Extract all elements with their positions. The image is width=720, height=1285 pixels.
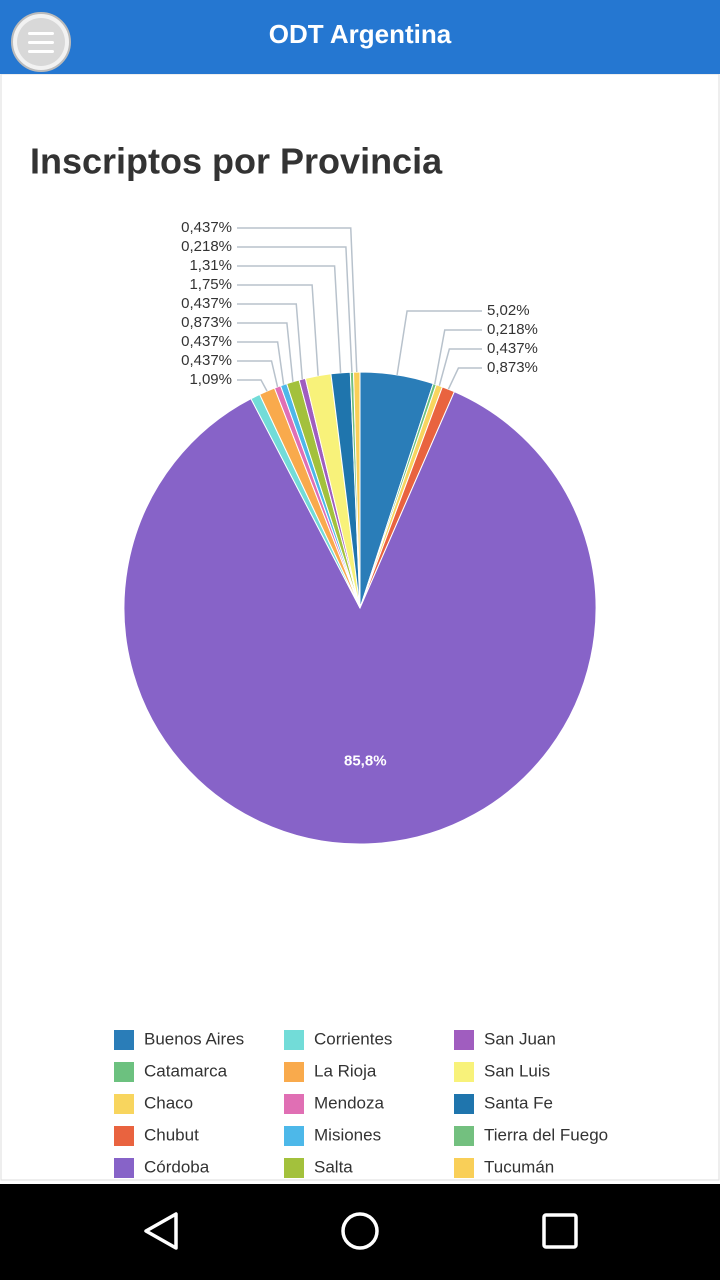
recents-button[interactable] <box>542 1213 578 1249</box>
home-button[interactable] <box>341 1212 379 1250</box>
legend-item[interactable]: San Luis <box>454 1061 550 1082</box>
legend-label: Chubut <box>144 1125 199 1144</box>
label-connector <box>237 341 285 385</box>
legend-swatch <box>454 1030 474 1050</box>
legend-item[interactable]: Córdoba <box>114 1157 210 1178</box>
legend-swatch <box>284 1062 304 1082</box>
legend-label: Chaco <box>144 1093 193 1112</box>
label-connector <box>237 303 304 380</box>
legend-item[interactable]: Santa Fe <box>454 1093 553 1114</box>
pie-chart: 85,8% 5,02% 0,218% 0,437% 0,873% 0,437% 0,218%… <box>123 219 597 845</box>
legend: Buenos Aires Catamarca Chaco Chubut Córdoba C… <box>114 1029 608 1178</box>
label-connector <box>237 227 358 373</box>
label-connector <box>396 310 482 376</box>
legend-swatch <box>284 1126 304 1146</box>
menu-button[interactable] <box>11 12 71 72</box>
data-label: 0,437% <box>181 219 232 236</box>
label-connector <box>237 360 279 388</box>
app-bar <box>0 0 720 74</box>
data-label: 0,218% <box>181 238 232 255</box>
legend-label: Buenos Aires <box>144 1029 244 1048</box>
data-label: 0,437% <box>487 340 538 357</box>
legend-label: Corrientes <box>314 1029 392 1048</box>
legend-label: Misiones <box>314 1125 381 1144</box>
nav-bar <box>0 1184 720 1280</box>
label-connector <box>237 284 319 376</box>
legend-label: Tierra del Fuego <box>484 1125 608 1144</box>
legend-item[interactable]: San Juan <box>454 1029 556 1050</box>
legend-swatch <box>114 1094 134 1114</box>
label-connector <box>434 329 482 385</box>
legend-swatch <box>454 1094 474 1114</box>
legend-label: Catamarca <box>144 1061 228 1080</box>
label-connector <box>447 367 482 390</box>
label-connector <box>237 379 268 392</box>
data-label: 1,75% <box>189 276 232 293</box>
menu-bar <box>28 32 54 35</box>
legend-swatch <box>114 1030 134 1050</box>
legend-swatch <box>284 1158 304 1178</box>
legend-item[interactable]: Chaco <box>114 1093 193 1114</box>
legend-item[interactable]: Salta <box>284 1157 353 1178</box>
legend-label: San Luis <box>484 1061 550 1080</box>
data-label: 1,31% <box>189 257 232 274</box>
legend-item[interactable]: Tucumán <box>454 1157 554 1178</box>
data-label: 0,437% <box>181 333 232 350</box>
legend-swatch <box>284 1030 304 1050</box>
legend-item[interactable]: Tierra del Fuego <box>454 1125 608 1146</box>
legend-label: La Rioja <box>314 1061 377 1080</box>
chart-title: Inscriptos por Provincia <box>30 141 443 182</box>
app-title: ODT Argentina <box>269 19 452 49</box>
legend-item[interactable]: La Rioja <box>284 1061 377 1082</box>
legend-item[interactable]: Corrientes <box>284 1029 392 1050</box>
data-label: 5,02% <box>487 302 530 319</box>
menu-bar <box>28 50 54 53</box>
data-label: 0,873% <box>487 359 538 376</box>
label-connector <box>237 265 342 373</box>
legend-swatch <box>114 1062 134 1082</box>
legend-swatch <box>454 1158 474 1178</box>
legend-label: Mendoza <box>314 1093 384 1112</box>
legend-swatch <box>284 1094 304 1114</box>
menu-bar <box>28 41 54 44</box>
data-label: 0,218% <box>487 321 538 338</box>
data-label: 0,873% <box>181 314 232 331</box>
data-label: 0,437% <box>181 295 232 312</box>
legend-item[interactable]: Catamarca <box>114 1061 228 1082</box>
pie-slice <box>123 391 597 845</box>
label-connector <box>237 322 294 382</box>
legend-item[interactable]: Chubut <box>114 1125 199 1146</box>
legend-item[interactable]: Buenos Aires <box>114 1029 244 1050</box>
legend-label: San Juan <box>484 1029 556 1048</box>
label-connector <box>438 348 482 386</box>
data-label: 0,437% <box>181 352 232 369</box>
legend-item[interactable]: Mendoza <box>284 1093 384 1114</box>
legend-swatch <box>114 1126 134 1146</box>
legend-label: Tucumán <box>484 1157 554 1176</box>
legend-swatch <box>454 1062 474 1082</box>
data-label: 1,09% <box>189 371 232 388</box>
legend-label: Córdoba <box>144 1157 210 1176</box>
legend-label: Salta <box>314 1157 353 1176</box>
legend-item[interactable]: Misiones <box>284 1125 381 1146</box>
legend-label: Santa Fe <box>484 1093 553 1112</box>
legend-swatch <box>114 1158 134 1178</box>
data-label: 85,8% <box>344 752 387 769</box>
label-connector <box>237 246 353 373</box>
back-button[interactable] <box>144 1212 178 1250</box>
legend-swatch <box>454 1126 474 1146</box>
